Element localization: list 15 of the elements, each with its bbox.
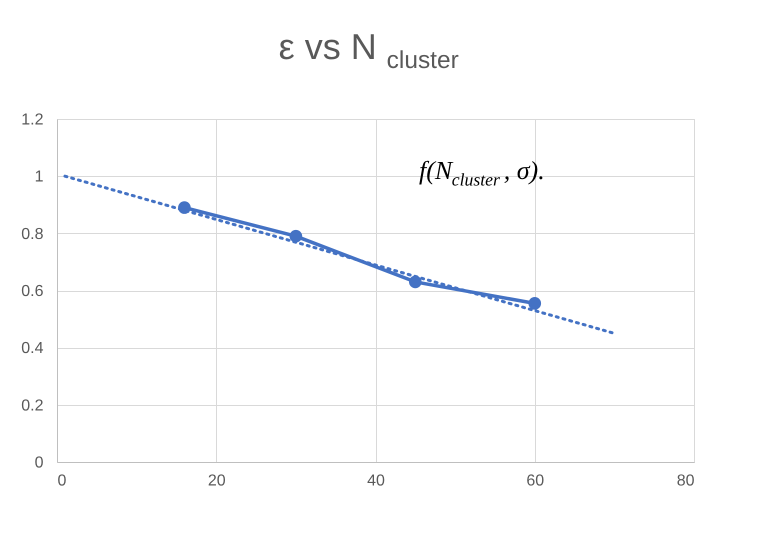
x-tick-label: 0 bbox=[58, 472, 66, 490]
point bbox=[528, 297, 542, 310]
x-tick-label: 80 bbox=[676, 472, 695, 490]
x-tick-label: 20 bbox=[208, 472, 226, 490]
y-tick-label: 1.2 bbox=[21, 112, 44, 128]
y-tick-label: 0.8 bbox=[21, 226, 44, 243]
y-tick-label: 0.6 bbox=[21, 283, 44, 300]
x-tick-label: 40 bbox=[367, 472, 385, 490]
y-tick-label: 0.4 bbox=[21, 340, 44, 358]
x-tick-label: 60 bbox=[526, 472, 544, 490]
point bbox=[290, 230, 302, 243]
point bbox=[408, 276, 422, 288]
y-tick-label: 0 bbox=[34, 454, 44, 472]
y-tick-label: 1 bbox=[34, 168, 44, 186]
y-tick-label: 0.2 bbox=[21, 397, 44, 414]
